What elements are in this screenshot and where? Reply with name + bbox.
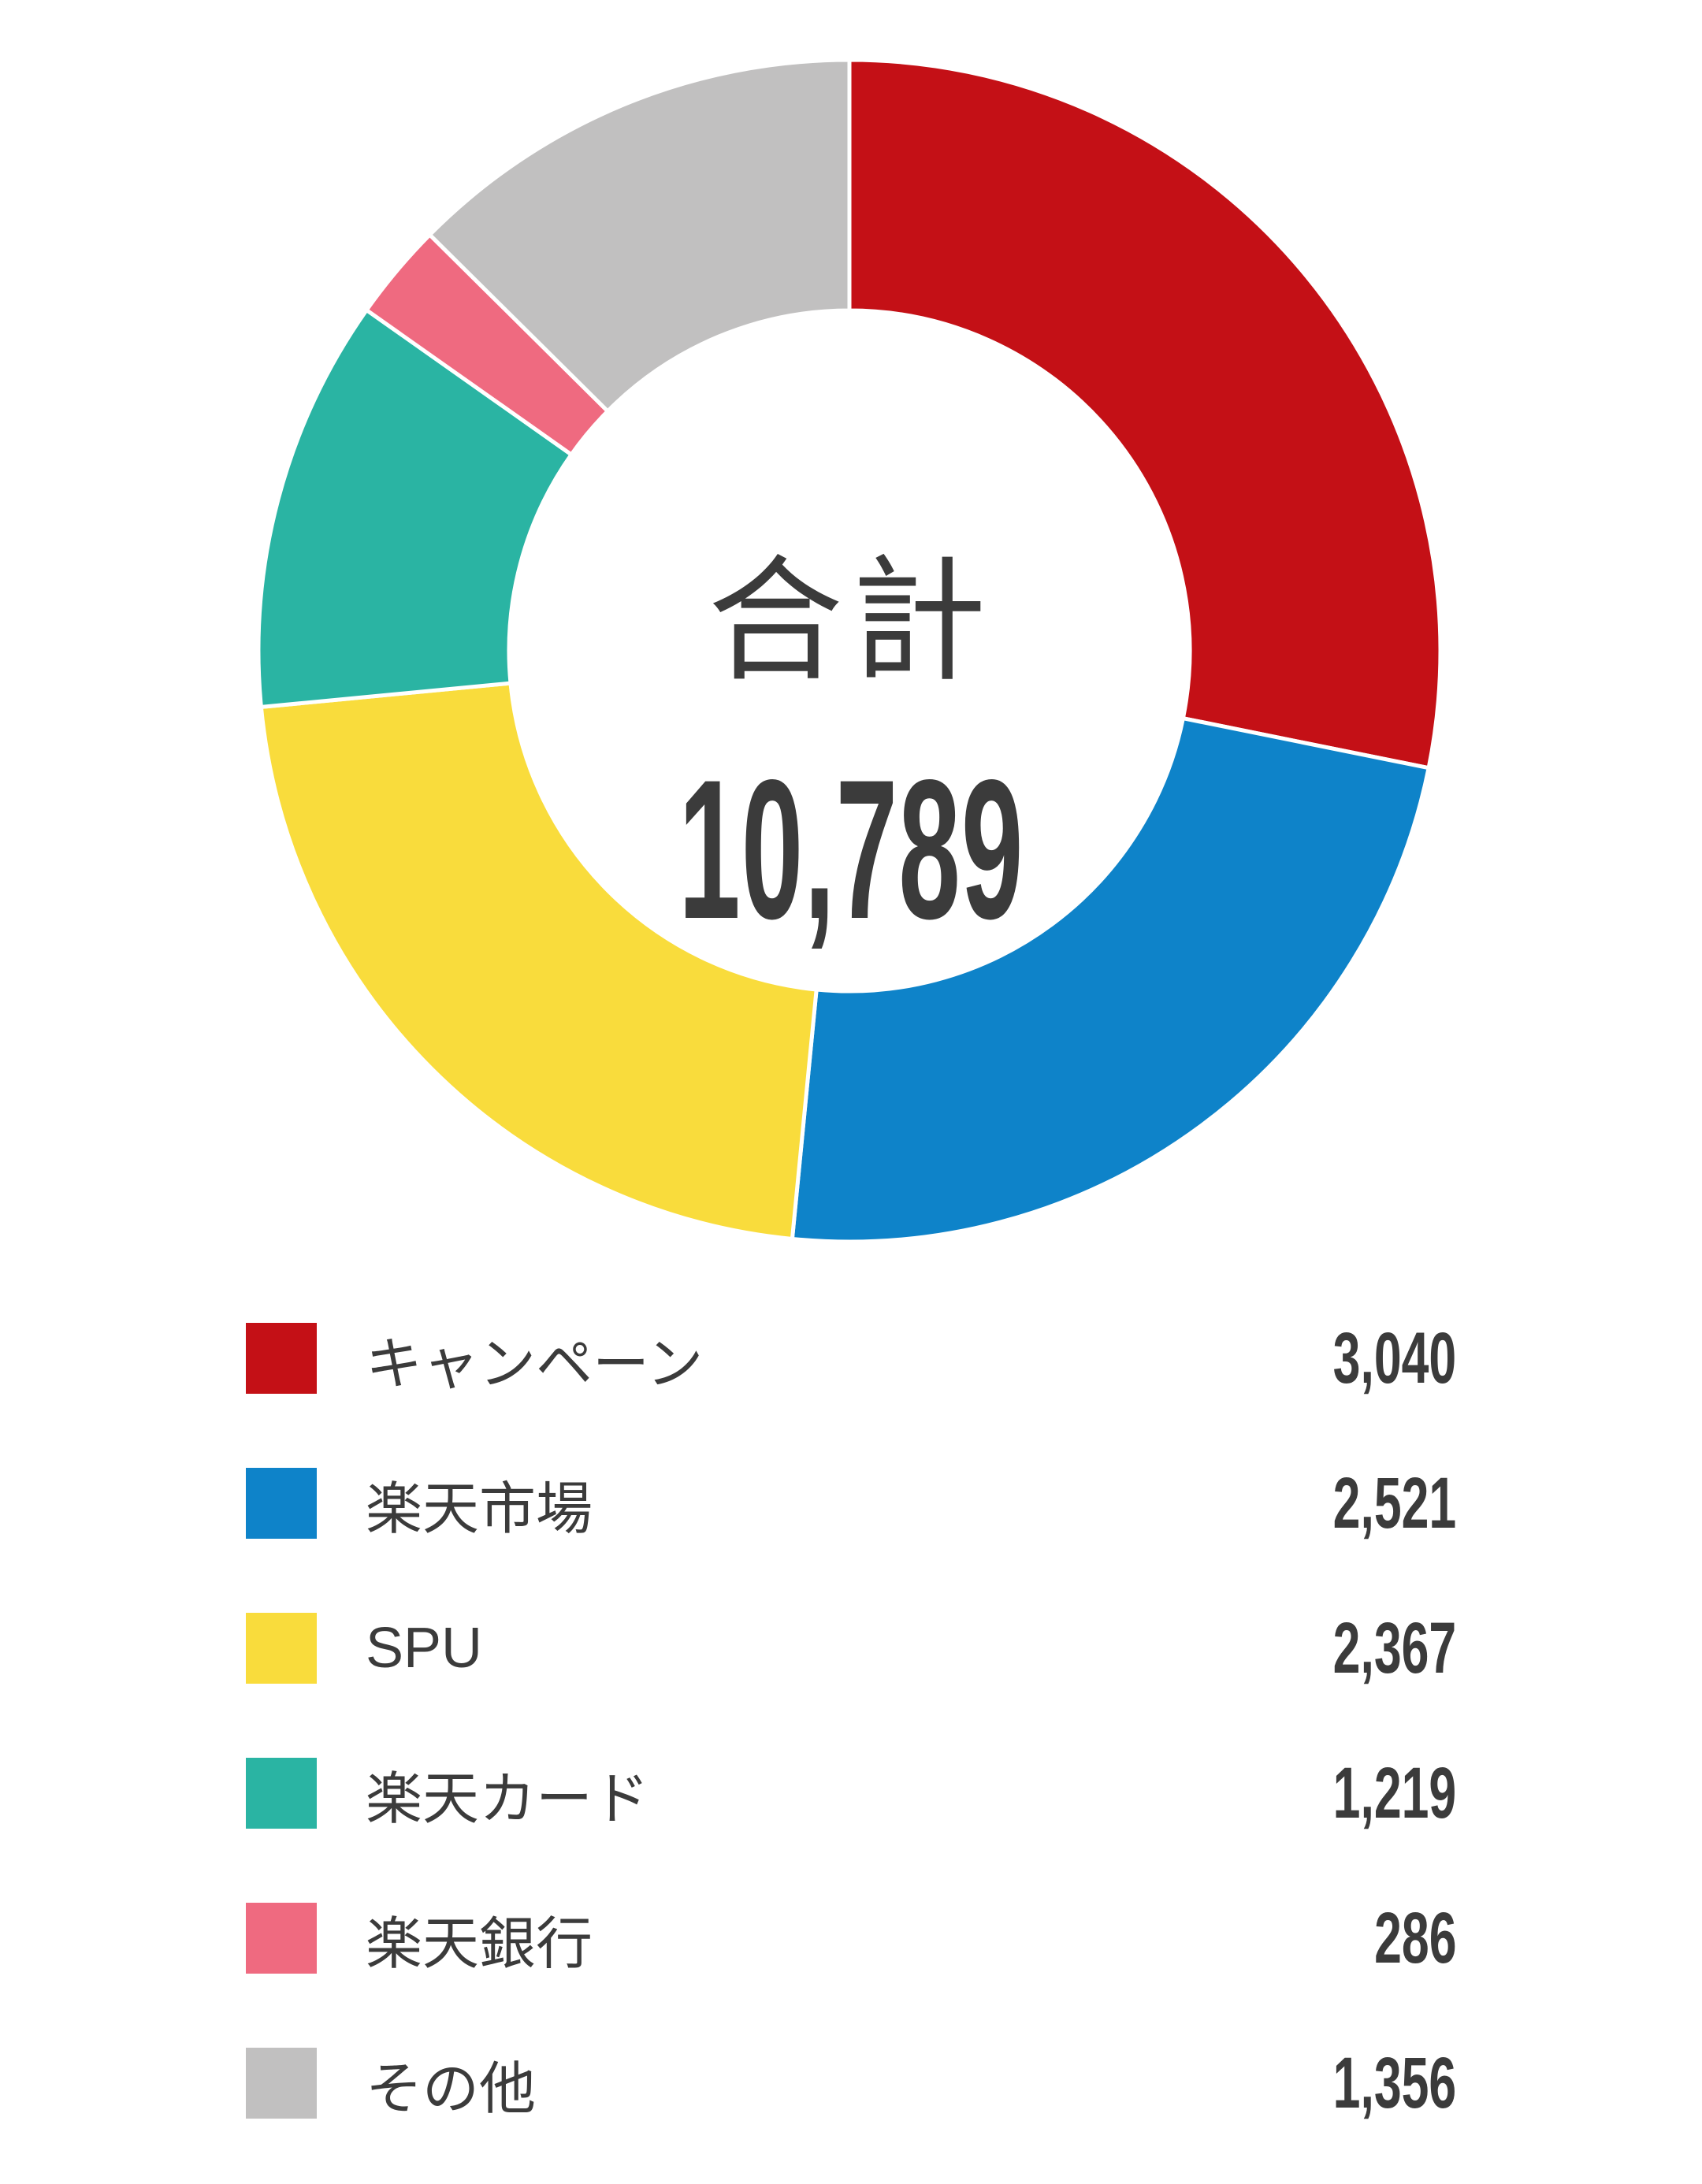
legend-row-spu: SPU 2,367: [246, 1608, 1456, 1688]
donut-slice-2: [258, 681, 819, 1241]
legend-label-campaign: キャンペーン: [366, 1332, 704, 1396]
donut-slice-1: [790, 716, 1431, 1244]
legend-label-card: 楽天カード: [366, 1767, 650, 1831]
legend-label-ichiba: 楽天市場: [366, 1477, 593, 1541]
donut-slice-0: [847, 58, 1443, 771]
total-label: 合計: [708, 546, 994, 697]
legend-value-card: 1,219: [1332, 1752, 1456, 1833]
legend-row-card: 楽天カード 1,219: [246, 1753, 1456, 1833]
legend-value-bank: 286: [1373, 1897, 1456, 1978]
legend-swatch-bank: [246, 1903, 317, 1974]
legend-swatch-campaign: [246, 1323, 317, 1394]
legend-swatch-ichiba: [246, 1468, 317, 1539]
legend-row-ichiba: 楽天市場 2,521: [246, 1463, 1456, 1543]
legend-row-bank: 楽天銀行 286: [246, 1898, 1456, 1978]
legend-value-campaign: 3,040: [1332, 1317, 1456, 1398]
legend-swatch-card: [246, 1758, 317, 1829]
legend-label-bank: 楽天銀行: [366, 1912, 593, 1976]
legend-row-campaign: キャンペーン 3,040: [246, 1318, 1456, 1398]
legend: キャンペーン 3,040 楽天市場 2,521 SPU 2,367 楽天カード …: [246, 1318, 1456, 2184]
legend-label-other: その他: [366, 2057, 537, 2121]
legend-row-other: その他 1,356: [246, 2043, 1456, 2123]
donut-chart: [256, 58, 1443, 1244]
legend-swatch-other: [246, 2048, 317, 2119]
donut-slice-5: [427, 58, 852, 414]
legend-value-spu: 2,367: [1332, 1607, 1456, 1688]
legend-value-other: 1,356: [1332, 2042, 1456, 2123]
legend-value-ichiba: 2,521: [1332, 1462, 1456, 1543]
legend-label-spu: SPU: [366, 1617, 483, 1680]
donut-slice-3: [256, 308, 574, 709]
total-value: 10,789: [678, 738, 1024, 960]
legend-swatch-spu: [246, 1613, 317, 1684]
